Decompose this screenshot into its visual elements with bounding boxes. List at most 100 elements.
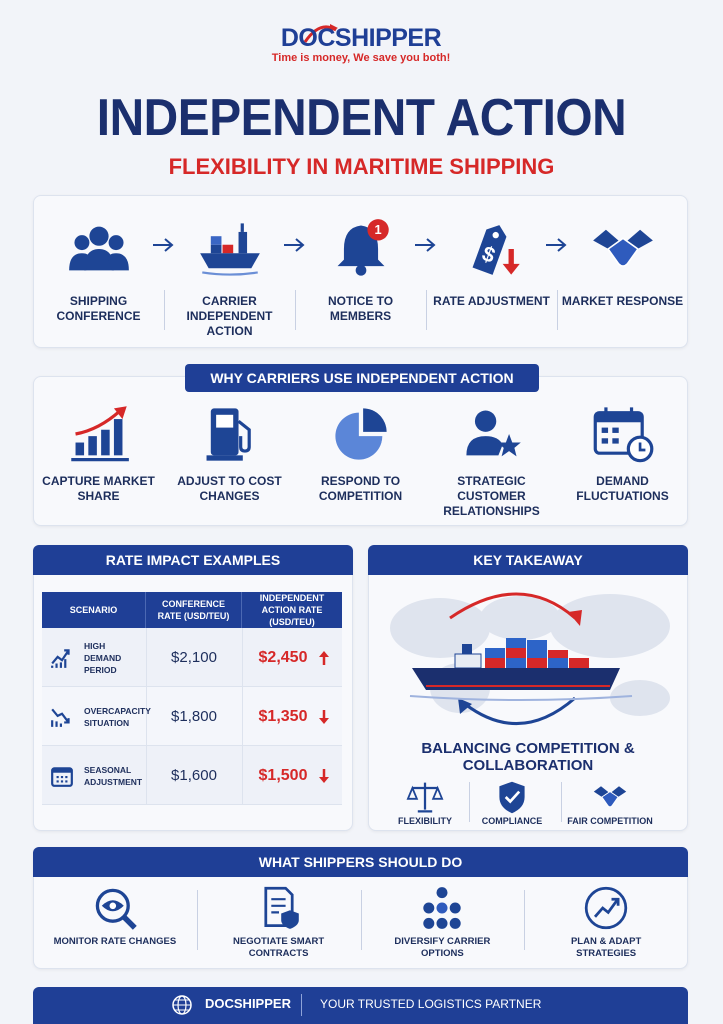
process-arrow [152,238,174,252]
icon-shape [88,226,109,246]
icon-shape [201,271,258,276]
icon-shape [569,658,589,668]
shipper-icon [264,886,299,929]
icon-shape [283,238,305,252]
icon-shape [568,610,582,626]
icon-shape [611,897,620,906]
process-icon [68,226,129,271]
icon-shape [173,999,191,1011]
icon-shape [601,438,608,444]
conference-rate: $1,800 [171,708,217,725]
process-label: SHIPPING CONFERENCE [56,294,141,323]
icon-shape [366,219,389,241]
process-arrow [414,238,436,252]
scenario-icon [51,767,73,787]
divider [524,890,526,950]
footer-brand: DOCSHIPPER [205,996,291,1011]
process-label: NOTICE TO MEMBERS [327,294,394,323]
divider [360,890,362,950]
icon-shape [506,658,526,668]
icon-shape [458,698,472,714]
scenario-icon [51,708,70,727]
icon-shape [594,412,642,423]
icon-shape [319,651,329,657]
icon-shape [502,263,520,275]
shipper-icon [95,888,137,930]
icon-shape [206,455,243,461]
icon-shape [355,265,366,276]
logo-swoosh [303,24,338,43]
icon-shape [603,407,633,417]
takeaway-caption: BALANCING COMPETITION & COLLABORATION [421,740,635,774]
process-icon: $ [472,225,520,275]
process-icon: 1 [337,219,389,276]
icon-shape [362,408,387,432]
table-header: SCENARIO [42,592,146,628]
icon-shape [64,649,70,655]
icon-shape [550,594,670,658]
icon-shape [527,658,547,668]
icon-shape [222,244,233,254]
icon-shape [462,644,472,654]
icon-shape: $ [472,225,506,275]
icon-shape [51,708,70,724]
icon-shape [412,782,438,813]
icon-shape [423,917,435,929]
table-header: INDEPENDENT ACTION RATE (USD/TEU) [242,592,342,628]
table-row [42,746,342,805]
rates-title: RATE IMPACT EXAMPLES [33,545,353,575]
shipper-icon [423,887,462,929]
icon-shape [95,888,130,923]
icon-shape [113,419,122,456]
icon-shape [237,419,251,453]
subtitle: FLEXIBILITY IN MARITIME SHIPPING [168,154,555,179]
icon-shape [527,640,547,648]
footer-globe [172,995,192,1015]
icon-shape [548,658,568,668]
takeaway-icon [593,786,627,808]
icon-shape [506,648,526,658]
icon-shape [121,914,137,930]
icon-shape [601,791,619,808]
icon-shape [113,406,127,420]
divider [561,782,562,822]
process-arrow [545,238,567,252]
table-header: CONFERENCE RATE (USD/TEU) [146,592,242,628]
notice-badge: 1 [374,222,381,237]
icon-shape [210,244,221,254]
icon-shape [64,718,70,724]
icon-shape [610,680,670,716]
scenario-icon [51,649,70,668]
icon-shape [492,231,499,239]
process-label: RATE ADJUSTMENT [433,294,550,308]
scenario-label: OVERCAPACITY SITUATION [84,706,151,728]
logo: DOCSHIPPER [280,24,442,52]
table-col-divider [242,746,243,805]
reason-icon [206,408,251,461]
reason-label: CAPTURE MARKET SHARE [42,474,155,503]
icon-shape [56,776,68,783]
title: INDEPENDENT ACTION [96,89,627,147]
icon-shape [51,659,67,668]
icon-shape [270,898,286,914]
icon-shape [75,442,84,456]
icon-shape [68,253,90,271]
icon-shape [74,409,121,436]
icon-shape [215,414,233,428]
takeaway-icon [499,781,525,814]
tagline: Time is money, We save you both! [271,52,451,64]
shipper-icon [584,886,628,930]
icon-shape [109,902,116,910]
icon-shape [406,785,444,800]
icon-shape [210,236,221,245]
icon-shape [107,253,129,271]
icon-shape [414,238,436,252]
icon-shape [436,887,448,899]
icon-shape [450,902,462,914]
footer-tagline: YOUR TRUSTED LOGISTICS PARTNER [320,997,542,1011]
icon-shape [423,902,435,914]
trend-up-arrow [319,651,329,665]
shippers-title: WHAT SHIPPERS SHOULD DO [33,847,688,877]
icon-shape [152,238,174,252]
icon-shape [87,436,97,456]
